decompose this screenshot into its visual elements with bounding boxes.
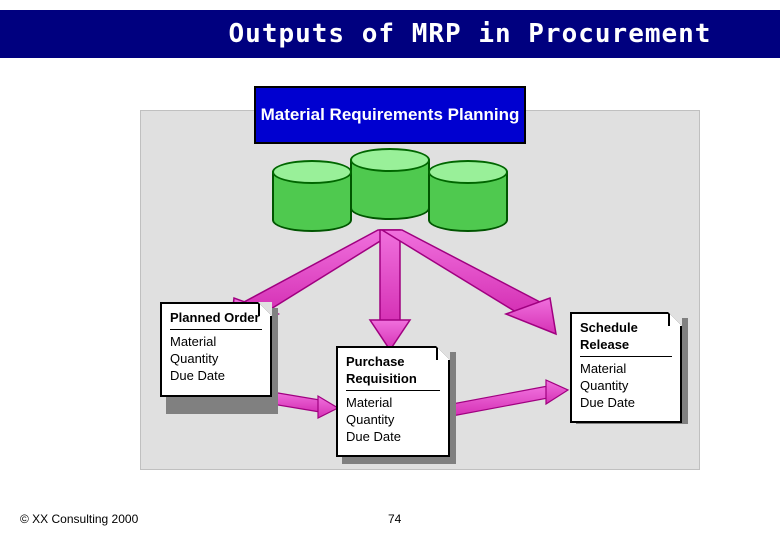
doc-planned-order: Planned Order Material Quantity Due Date [160, 302, 272, 397]
doc-line: Material [580, 361, 672, 378]
cylinder-right [428, 160, 508, 220]
fold-icon [436, 346, 450, 360]
doc-line: Material [170, 334, 262, 351]
page-number: 74 [388, 512, 401, 526]
doc-title: Schedule Release [580, 320, 672, 357]
page-title: Outputs of MRP in Procurement [229, 19, 712, 49]
doc-title: Planned Order [170, 310, 262, 330]
doc-line: Material [346, 395, 440, 412]
doc-line: Quantity [346, 412, 440, 429]
cylinder-center [350, 148, 430, 208]
doc-line: Due Date [580, 395, 672, 412]
title-bar: Outputs of MRP in Procurement [0, 10, 780, 58]
doc-line: Quantity [580, 378, 672, 395]
mrp-header-label: Material Requirements Planning [261, 105, 520, 125]
fold-icon [258, 302, 272, 316]
doc-line: Due Date [346, 429, 440, 446]
mrp-header-box: Material Requirements Planning [254, 86, 526, 144]
cylinder-left [272, 160, 352, 220]
doc-schedule-release: Schedule Release Material Quantity Due D… [570, 312, 682, 423]
doc-line: Quantity [170, 351, 262, 368]
fold-icon [668, 312, 682, 326]
footer-copyright: © XX Consulting 2000 [20, 512, 138, 526]
doc-purchase-requisition: Purchase Requisition Material Quantity D… [336, 346, 450, 457]
doc-title: Purchase Requisition [346, 354, 440, 391]
doc-line: Due Date [170, 368, 262, 385]
